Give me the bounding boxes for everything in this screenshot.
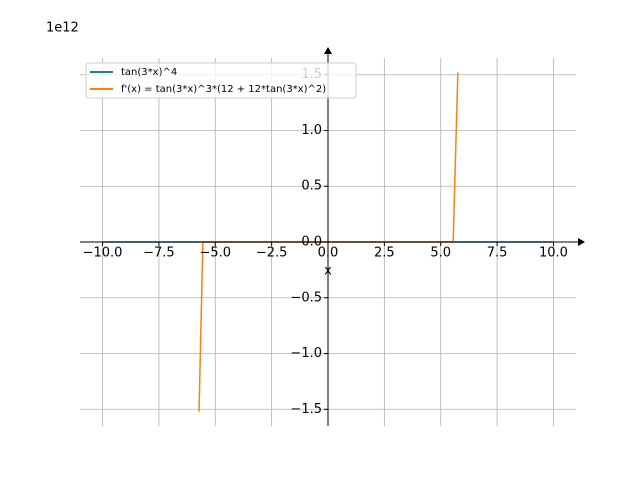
x-tick-label: 2.5	[374, 246, 395, 261]
y-tick-label: −1.0	[290, 346, 322, 361]
x-tick-label: 7.5	[487, 246, 508, 261]
x-tick-label: −10.0	[83, 246, 123, 261]
legend-label: tan(3*x)^4	[121, 67, 177, 78]
x-tick-label: −2.5	[256, 246, 288, 261]
x-arrow	[578, 238, 585, 246]
y-offset: 1e12	[46, 21, 79, 36]
x-tick-label: −5.0	[199, 246, 231, 261]
y-tick-label: 0.5	[301, 179, 322, 194]
y-tick-label: −1.5	[290, 402, 322, 417]
x-axis-label: x	[324, 264, 332, 279]
y-arrow	[324, 47, 332, 54]
legend-label: f'(x) = tan(3*x)^3*(12 + 12*tan(3*x)^2)	[121, 84, 326, 95]
legend-box	[85, 62, 357, 99]
x-tick-label: −7.5	[143, 246, 175, 261]
x-tick-label: 0.0	[318, 246, 339, 261]
y-tick-label: −0.5	[290, 290, 322, 305]
y-tick-label: 0.0	[301, 235, 322, 250]
x-tick-label: 5.0	[430, 246, 451, 261]
y-tick-label: 1.0	[301, 123, 322, 138]
x-tick-label: 10.0	[539, 246, 568, 261]
